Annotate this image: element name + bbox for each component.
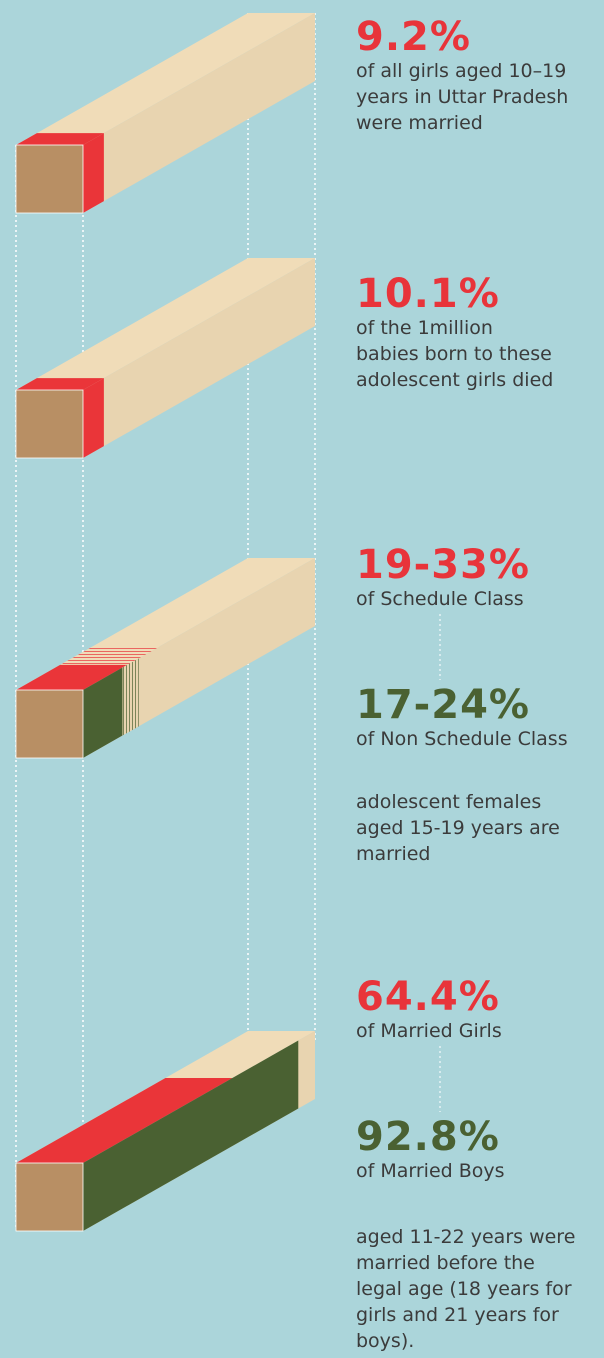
stat-value: 92.8% xyxy=(356,1114,500,1160)
stat-description: of Non Schedule Class xyxy=(356,728,568,750)
box-side-fill xyxy=(83,667,123,758)
note-line: girls and 21 years for xyxy=(356,1304,559,1326)
note-line: aged 11-22 years were xyxy=(356,1226,575,1248)
box-side-fill xyxy=(83,1040,299,1231)
box-top xyxy=(16,13,315,145)
note-line: aged 15-19 years are xyxy=(356,817,560,839)
box-outline xyxy=(15,144,84,214)
box-side-fill xyxy=(83,378,104,458)
box-top-fill xyxy=(60,646,160,665)
stat-description: babies born to these xyxy=(356,343,552,365)
box-top-fill xyxy=(16,378,104,390)
note-line: adolescent females xyxy=(356,791,541,813)
stat-description: were married xyxy=(356,112,483,134)
box-top-fill xyxy=(16,133,104,145)
stat-description: of Married Boys xyxy=(356,1160,505,1182)
box-top xyxy=(16,258,315,390)
box-outline xyxy=(15,689,84,759)
stat-value: 9.2% xyxy=(356,14,471,60)
stat-value: 19-33% xyxy=(356,542,530,588)
box-outline xyxy=(15,389,84,459)
stat-value: 64.4% xyxy=(356,974,500,1020)
box-front xyxy=(16,145,83,213)
stat-description: of the 1million xyxy=(356,317,493,339)
box-outline xyxy=(15,1162,84,1232)
box-top-fill xyxy=(16,1077,233,1163)
stat-description: adolescent girls died xyxy=(356,369,553,391)
stat-description: of Married Girls xyxy=(356,1020,502,1042)
stat-description: of Schedule Class xyxy=(356,588,524,610)
box-front xyxy=(16,1163,83,1231)
box-side-fill xyxy=(83,133,104,213)
note-line: married before the xyxy=(356,1252,535,1274)
box-side xyxy=(83,13,315,213)
stat-description: years in Uttar Pradesh xyxy=(356,86,568,108)
box-side-fill xyxy=(122,658,139,736)
box-top-fill xyxy=(16,664,128,690)
box-front xyxy=(16,690,83,758)
box-side xyxy=(83,558,315,758)
note-line: legal age (18 years for xyxy=(356,1278,572,1300)
stat-value: 10.1% xyxy=(356,271,500,317)
box-side xyxy=(83,258,315,458)
note-line: married xyxy=(356,843,430,865)
stat-value: 17-24% xyxy=(356,682,530,728)
note-line: boys). xyxy=(356,1330,414,1352)
box-front xyxy=(16,390,83,458)
stat-description: of all girls aged 10–19 xyxy=(356,60,566,82)
